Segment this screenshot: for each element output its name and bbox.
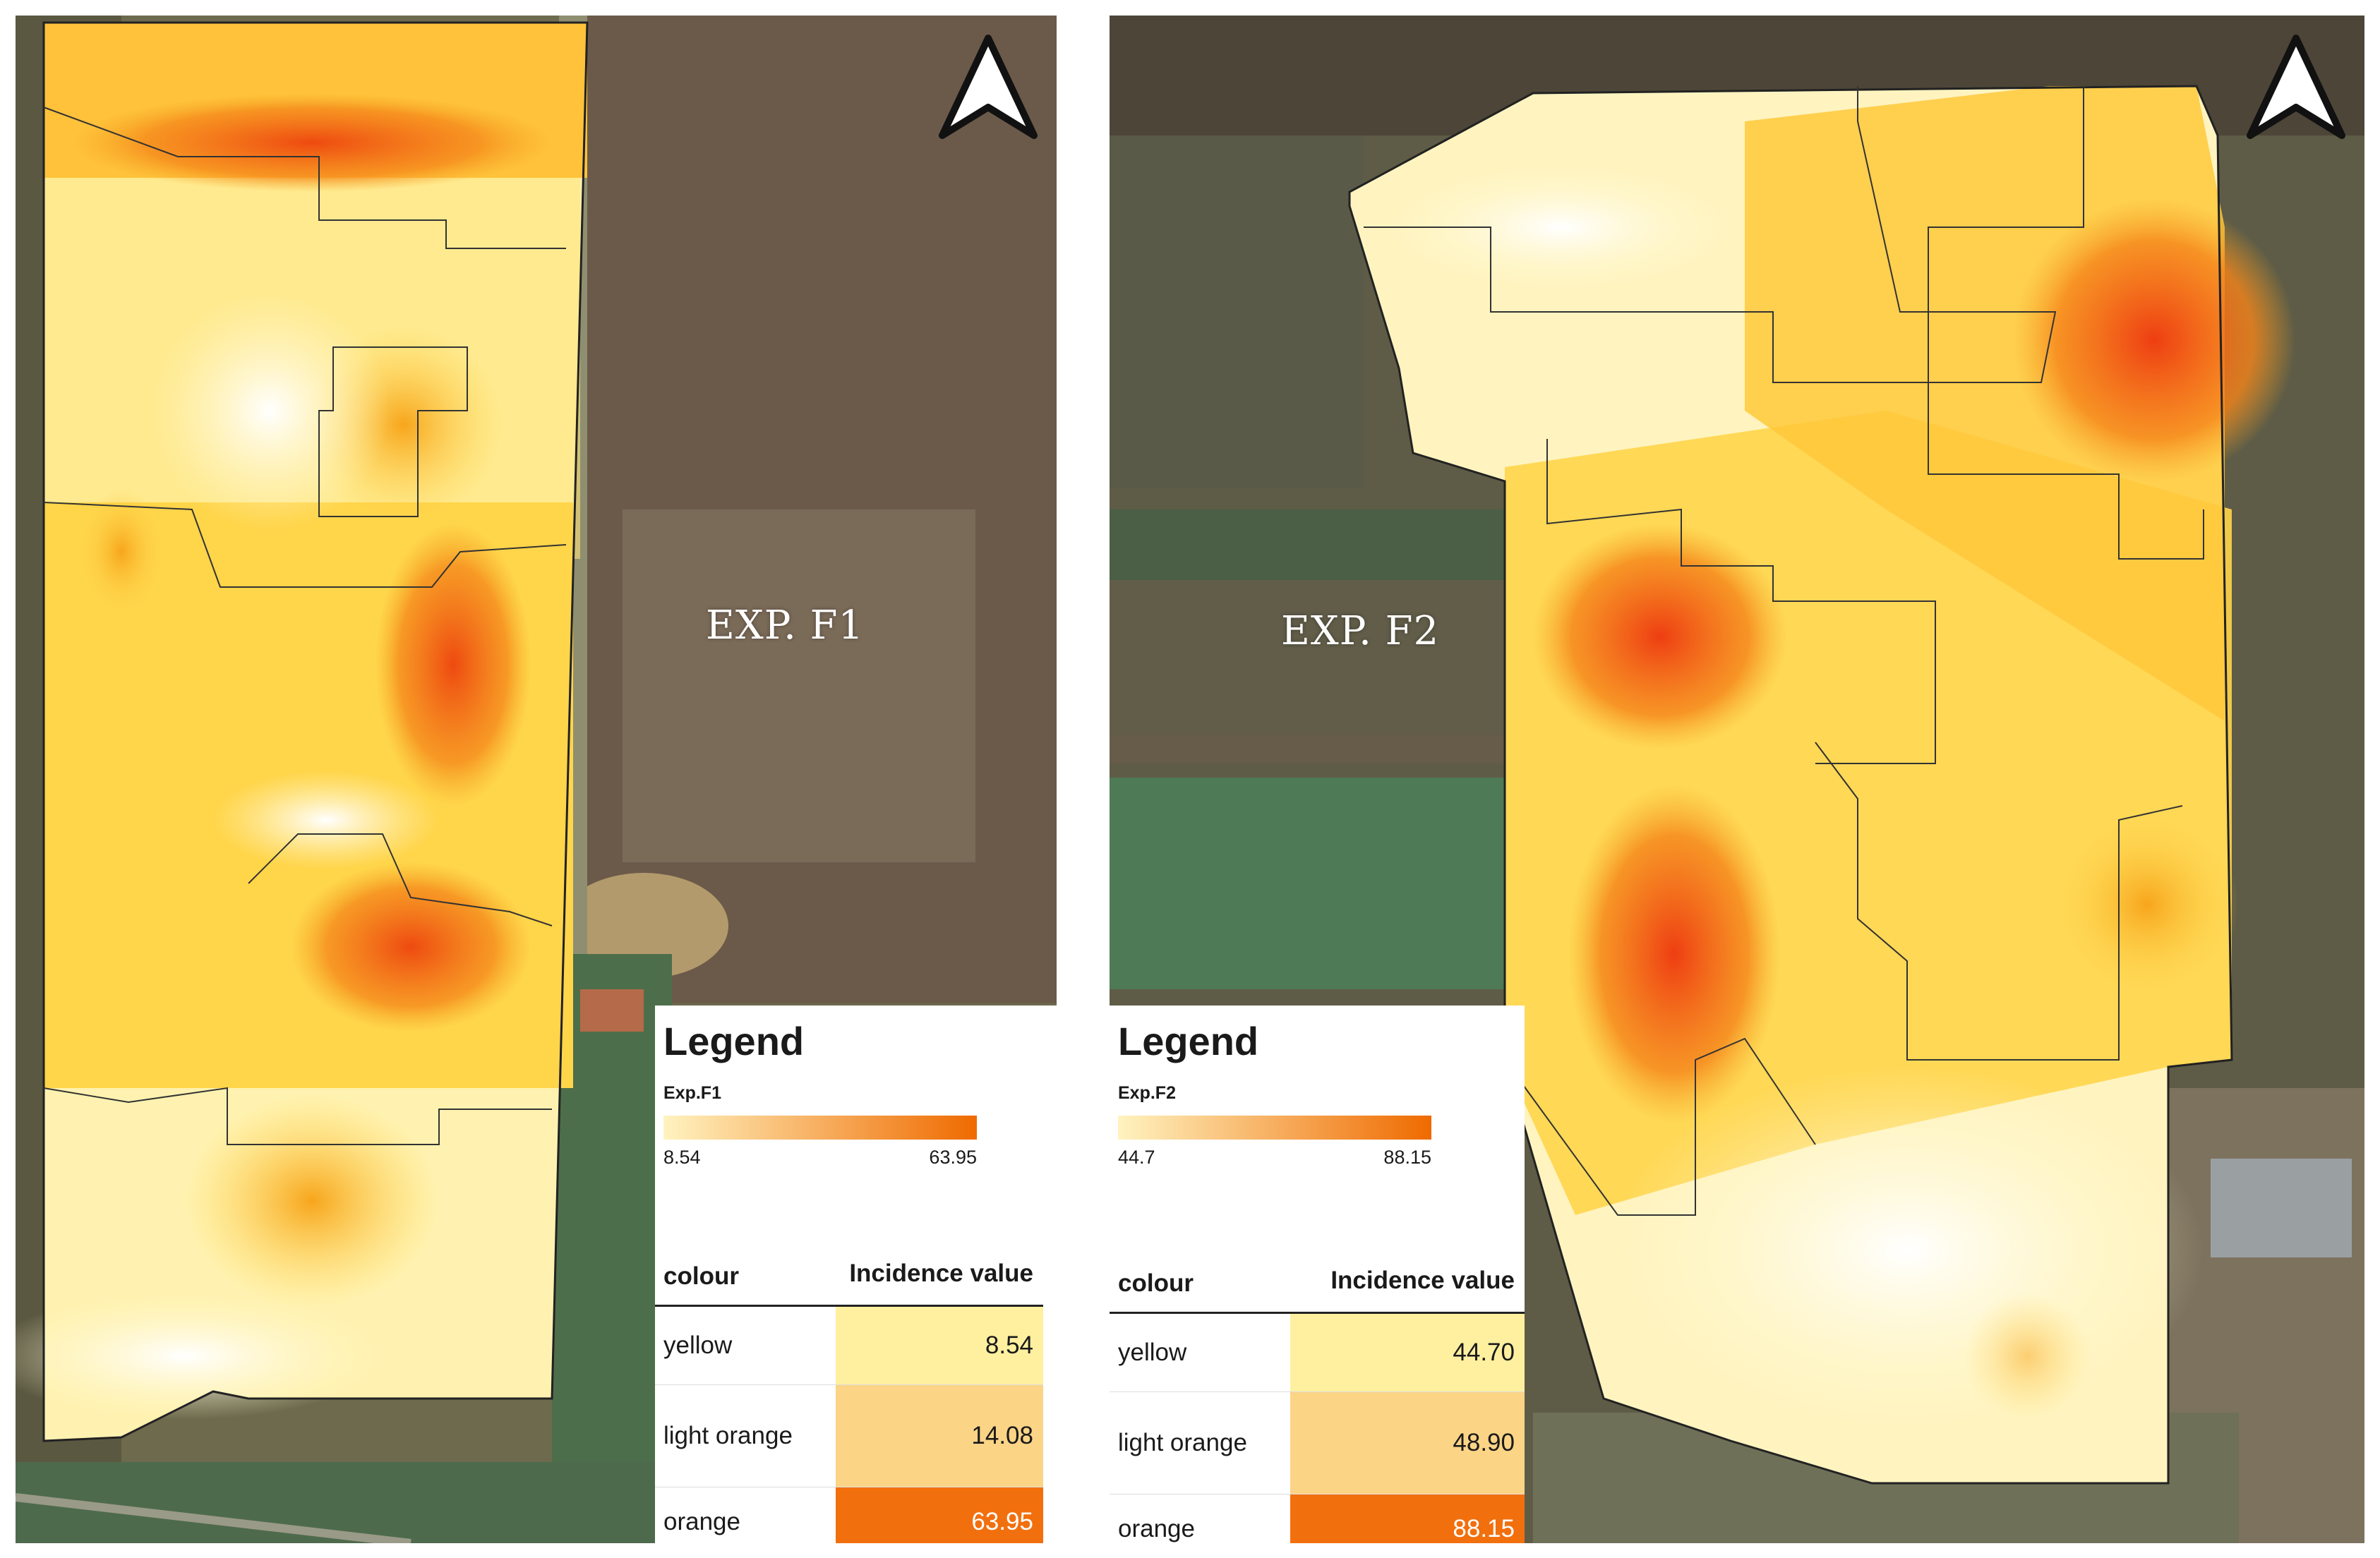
legend-title: Legend	[663, 1019, 805, 1063]
map-panel-f1: EXP. F1 Legend Exp.F1 8.54 63.95 colour …	[16, 16, 1057, 1543]
ochre-patch-2	[185, 1095, 439, 1307]
zone-line-4	[248, 833, 553, 926]
legend-row: orange 88.15	[1110, 1494, 1525, 1543]
legend-row: light orange 48.90	[1110, 1391, 1525, 1494]
legend-f2: Legend Exp.F2 44.7 88.15 colour Incidenc…	[1110, 1006, 1525, 1543]
zone-line-3	[43, 1087, 552, 1145]
legend-series-label: Exp.F1	[663, 1083, 721, 1103]
legend-header-value: Incidence value	[836, 1207, 1043, 1307]
legend-row-value: 88.15	[1290, 1494, 1525, 1543]
pale-patch-2	[213, 771, 439, 869]
zone-line-3	[1546, 439, 1936, 764]
hotspot-se	[2055, 813, 2239, 996]
legend-row-colour: orange	[1110, 1494, 1290, 1543]
legend-row-colour: yellow	[655, 1305, 836, 1385]
pale-patch-3	[16, 1293, 383, 1420]
building-roof	[2211, 1159, 2352, 1257]
hotspot-center	[1533, 524, 1787, 749]
ochre-spot	[1964, 1293, 2091, 1420]
brown-strip	[1110, 580, 1561, 763]
hay-patch	[559, 873, 728, 979]
legend-row-colour: light orange	[1110, 1391, 1290, 1494]
legend-row-colour: light orange	[655, 1384, 836, 1487]
zone-line-1	[1364, 86, 2057, 383]
legend-ramp-min: 8.54	[663, 1147, 701, 1168]
zone-line-5	[1504, 1037, 1816, 1216]
north-arrow-icon	[2243, 31, 2349, 144]
legend-color-ramp	[663, 1116, 977, 1140]
legend-row: yellow 8.54	[655, 1305, 1043, 1385]
legend-table: colour Incidence value yellow 44.70 ligh…	[1110, 1207, 1525, 1543]
legend-color-ramp	[1118, 1116, 1431, 1140]
legend-ramp-max: 88.15	[1383, 1147, 1431, 1168]
hotspot-top	[72, 93, 552, 192]
hotspot-left	[79, 488, 164, 615]
field-f1-outline	[42, 21, 589, 1442]
zone-line-2	[43, 502, 567, 588]
legend-row-value: 44.70	[1290, 1312, 1525, 1392]
pale-patch-nw	[1385, 164, 1738, 291]
legend-header-colour: colour	[655, 1207, 836, 1307]
hotspot-lower	[291, 862, 531, 1032]
green-field	[1110, 778, 1561, 989]
legend-row: orange 63.95	[655, 1487, 1043, 1543]
bottom-field	[16, 1462, 679, 1543]
legend-ramp-min: 44.7	[1118, 1147, 1155, 1168]
legend-row-value: 63.95	[836, 1487, 1043, 1543]
zone-line-4	[1815, 742, 2183, 1061]
hotspot-ne	[2013, 199, 2295, 481]
legend-header-value: Incidence value	[1290, 1207, 1525, 1314]
legend-row-colour: orange	[655, 1487, 836, 1543]
legend-row-value: 48.90	[1290, 1391, 1525, 1494]
pale-patch-1	[150, 291, 390, 531]
hotspot-right	[375, 524, 531, 806]
legend-ramp-max: 63.95	[929, 1147, 977, 1168]
legend-row: yellow 44.70	[1110, 1312, 1525, 1392]
legend-header-colour: colour	[1110, 1207, 1290, 1314]
satellite-map-f1	[16, 16, 1057, 1543]
zone-line-1	[43, 107, 566, 249]
zone-line-2	[1928, 86, 2204, 560]
left-field	[1110, 135, 1364, 488]
pale-patch-south	[1611, 1067, 2204, 1434]
legend-series-label: Exp.F2	[1118, 1083, 1176, 1103]
farm-building	[580, 989, 644, 1032]
zone-box	[318, 346, 468, 517]
field-f2-outline	[1348, 85, 2233, 1485]
plowed-field-light	[623, 509, 975, 862]
legend-row-value: 8.54	[836, 1305, 1043, 1385]
legend-row-colour: yellow	[1110, 1312, 1290, 1392]
north-arrow-icon	[935, 31, 1041, 144]
legend-title: Legend	[1118, 1019, 1259, 1063]
field-label-f1: EXP. F1	[706, 603, 865, 648]
legend-row-value: 14.08	[836, 1384, 1043, 1487]
map-panel-f2: EXP. F2 Legend Exp.F2 44.7 88.15 colour …	[1110, 16, 2364, 1543]
legend-row: light orange 14.08	[655, 1384, 1043, 1487]
satellite-map-f2	[1110, 16, 2364, 1543]
legend-table: colour Incidence value yellow 8.54 light…	[655, 1207, 1043, 1543]
road-bottom	[16, 1493, 411, 1543]
legend-f1: Legend Exp.F1 8.54 63.95 colour Incidenc…	[655, 1006, 1057, 1543]
hotspot-sw	[1568, 785, 1780, 1123]
field-label-f2: EXP. F2	[1281, 608, 1440, 654]
